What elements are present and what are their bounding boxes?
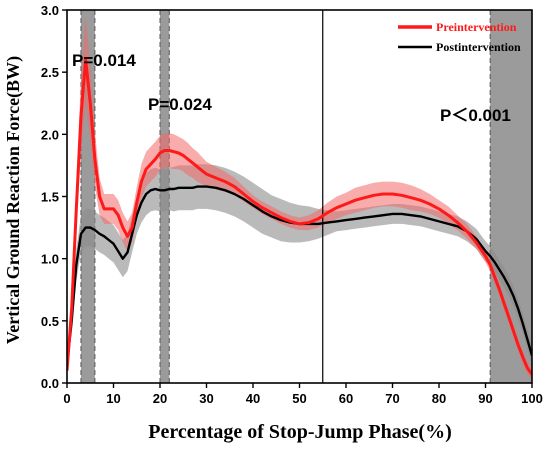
x-tick-label-10: 10 xyxy=(106,391,120,406)
x-tick-label-80: 80 xyxy=(432,391,446,406)
y-axis-title: Vertical Ground Reaction Force(BW) xyxy=(3,56,24,344)
x-tick-label-20: 20 xyxy=(153,391,167,406)
axis-ticks: 0 10 20 30 40 50 60 70 80 90 100 0.0 0.5 1.0 1.5 2.0 2.5… xyxy=(41,3,543,406)
legend-label-preintervention: Preintervention xyxy=(436,20,517,34)
y-tick-label-5: 2.5 xyxy=(41,65,59,80)
y-tick-label-1: 0.5 xyxy=(41,314,59,329)
series-lines xyxy=(67,10,532,383)
y-tick-label-6: 3.0 xyxy=(41,3,59,18)
x-tick-label-70: 70 xyxy=(385,391,399,406)
series-line-preintervention xyxy=(67,58,532,376)
legend-label-postintervention: Postintervention xyxy=(436,40,521,54)
x-tick-label-50: 50 xyxy=(292,391,306,406)
x-tick-label-40: 40 xyxy=(246,391,260,406)
x-tick-label-0: 0 xyxy=(63,391,70,406)
y-tick-label-4: 2.0 xyxy=(41,127,59,142)
p-value-label-3: P＜0.001 xyxy=(440,106,511,125)
y-tick-label-0: 0.0 xyxy=(41,376,59,391)
x-tick-label-30: 30 xyxy=(199,391,213,406)
x-tick-label-60: 60 xyxy=(339,391,353,406)
x-tick-label-100: 100 xyxy=(521,391,543,406)
y-tick-label-2: 1.0 xyxy=(41,252,59,267)
p-value-label-1: P=0.014 xyxy=(72,51,136,70)
p-value-label-2: P=0.024 xyxy=(148,95,212,114)
legend: Preintervention Postintervention xyxy=(398,20,521,54)
x-tick-label-90: 90 xyxy=(478,391,492,406)
x-axis-title: Percentage of Stop-Jump Phase(%) xyxy=(148,421,451,443)
y-tick-label-3: 1.5 xyxy=(41,190,59,205)
